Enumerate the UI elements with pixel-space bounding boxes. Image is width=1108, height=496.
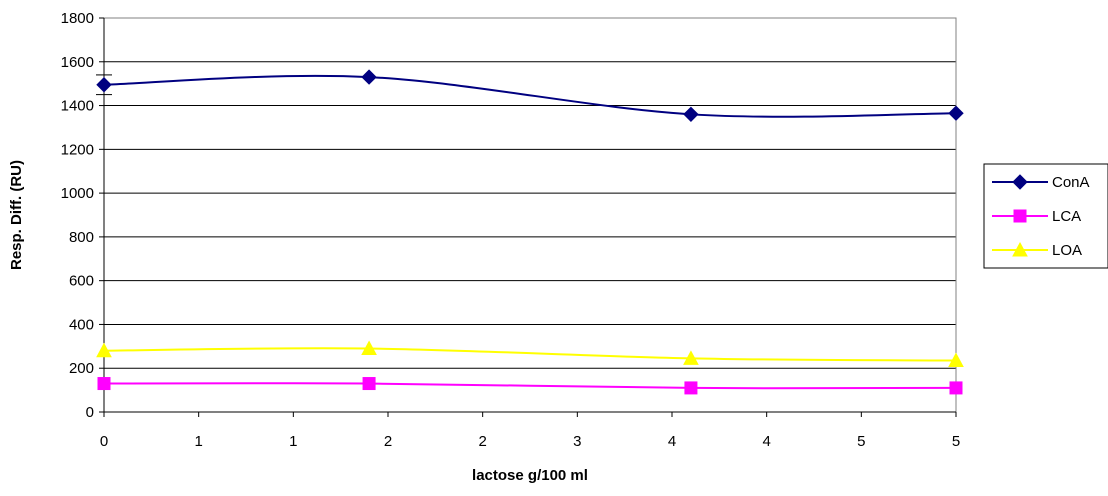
grid-layer <box>104 61 956 369</box>
y-tick-label: 0 <box>86 404 94 421</box>
x-tick-label: 5 <box>952 433 960 450</box>
axis-layer: 0 200 400 600 800 1000 1200 1400 1600 1800 0 1 1 2 2 3 4… <box>61 10 961 450</box>
legend-label-cona: ConA <box>1052 174 1090 191</box>
y-tick-label: 1800 <box>61 10 94 27</box>
series-line-lca <box>103 382 957 390</box>
x-tick-label: 3 <box>573 433 581 450</box>
x-tick-label: 4 <box>668 433 676 450</box>
x-tick-label: 1 <box>194 433 202 450</box>
x-axis-title: lactose g/100 ml <box>472 467 588 484</box>
legend-label-loa: LOA <box>1052 242 1082 259</box>
data-point-cona <box>96 77 112 93</box>
legend-label-lca: LCA <box>1052 208 1081 225</box>
y-tick-label: 400 <box>69 316 94 333</box>
y-tick-label: 1000 <box>61 185 94 202</box>
data-point-loa <box>361 340 377 356</box>
data-point-lca <box>684 381 698 395</box>
x-tick-label: 0 <box>100 433 108 450</box>
x-tick-label: 2 <box>384 433 392 450</box>
y-tick-label: 1200 <box>61 141 94 158</box>
x-tick-label: 4 <box>762 433 770 450</box>
legend-marker-lca <box>1013 209 1027 223</box>
x-tick-label: 1 <box>289 433 297 450</box>
data-point-loa <box>948 352 964 368</box>
legend: ConA LCA LOA <box>983 163 1108 269</box>
data-point-lca <box>949 381 963 395</box>
data-point-lca <box>362 377 376 391</box>
y-tick-label: 1400 <box>61 98 94 115</box>
y-tick-label: 1600 <box>61 54 94 71</box>
legend-items: ConA LCA LOA <box>992 174 1090 259</box>
legend-marker-cona <box>1012 174 1028 190</box>
series-line-loa <box>103 347 957 362</box>
data-point-cona <box>948 105 964 121</box>
series-line-cona <box>103 74 957 118</box>
y-tick-label: 200 <box>69 360 94 377</box>
data-point-loa <box>683 350 699 365</box>
x-tick-label: 5 <box>857 433 865 450</box>
x-tick-label: 2 <box>478 433 486 450</box>
y-axis-title: Resp. Diff. (RU) <box>8 160 25 270</box>
series-layer <box>96 69 964 395</box>
data-point-lca <box>97 377 111 391</box>
data-point-loa <box>96 342 112 358</box>
data-point-cona <box>361 69 377 85</box>
data-point-cona <box>683 106 699 123</box>
y-tick-label: 600 <box>69 273 94 290</box>
y-tick-label: 800 <box>69 229 94 246</box>
legend-marker-loa <box>1012 241 1028 257</box>
